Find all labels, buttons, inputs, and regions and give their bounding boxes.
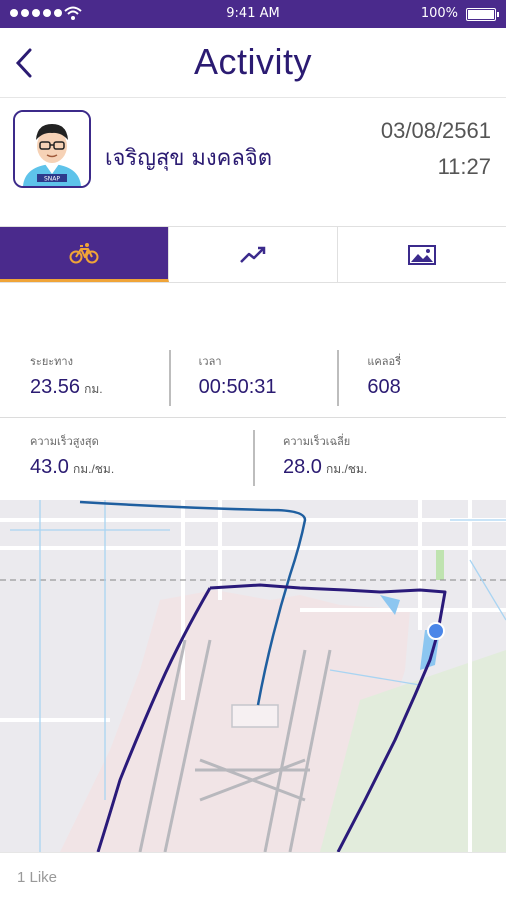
stat-value: 28.0 <box>283 456 322 478</box>
signal-icon <box>10 9 62 17</box>
current-location-marker <box>427 622 445 640</box>
route-map[interactable] <box>0 500 506 852</box>
stat-label: เวลา <box>198 355 222 368</box>
profile-header: SNAP เจริญสุข มงคลจิต 03/08/2561 11:27 <box>0 98 506 226</box>
stat-avg-speed: ความเร็วเฉลี่ย 28.0 กม./ชม. <box>253 420 506 500</box>
stat-unit: กม. <box>84 382 103 396</box>
avatar[interactable]: SNAP <box>13 110 91 188</box>
wifi-icon <box>64 6 82 20</box>
stat-label: แคลอรี่ <box>367 355 402 368</box>
activity-time: 11:27 <box>437 154 491 179</box>
stat-duration: เวลา 00:50:31 <box>168 340 338 417</box>
tab-ride[interactable] <box>0 227 169 282</box>
stat-value: 608 <box>367 376 401 398</box>
battery-icon <box>466 8 499 21</box>
stat-value: 43.0 <box>30 456 69 478</box>
chevron-left-icon[interactable] <box>10 46 40 80</box>
tab-chart[interactable] <box>169 227 338 282</box>
map-canvas <box>0 500 506 852</box>
stat-distance: ระยะทาง 23.56 กม. <box>0 340 169 417</box>
stat-label: ความเร็วเฉลี่ย <box>283 435 351 448</box>
tab-photos[interactable] <box>338 227 506 282</box>
like-count[interactable]: 1 Like <box>17 869 58 886</box>
status-bar: 9:41 AM 100% <box>0 0 506 28</box>
stat-unit: กม./ชม. <box>72 462 115 476</box>
footer-bar: 1 Like <box>0 852 506 900</box>
activity-tabs <box>0 226 506 283</box>
stat-calories: แคลอรี่ 608 <box>337 340 506 417</box>
image-icon <box>408 244 436 265</box>
user-name: เจริญสุข มงคลจิต <box>105 146 273 171</box>
stat-label: ระยะทาง <box>30 355 73 368</box>
stats-row-speed: ความเร็วสูงสุด 43.0 กม./ชม. ความเร็วเฉลี่… <box>0 420 506 500</box>
stat-max-speed: ความเร็วสูงสุด 43.0 กม./ชม. <box>0 420 253 500</box>
stat-value: 23.56 <box>30 376 81 398</box>
navigation-bar: Activity <box>0 28 506 98</box>
stats-row-primary: ระยะทาง 23.56 กม. เวลา 00:50:31 แคลอรี่ 6… <box>0 340 506 418</box>
stat-label: ความเร็วสูงสุด <box>30 435 99 448</box>
status-time: 9:41 AM <box>226 6 280 21</box>
battery-percent: 100% <box>420 6 458 21</box>
page-title: Activity <box>193 41 312 82</box>
avatar-illustration: SNAP <box>15 112 89 186</box>
stat-value: 00:50:31 <box>198 376 277 398</box>
avatar-badge-text: SNAP <box>44 176 60 183</box>
activity-date: 03/08/2561 <box>380 118 491 143</box>
bicycle-icon <box>69 243 99 264</box>
trend-chart-icon <box>240 246 266 263</box>
stat-unit: กม./ชม. <box>325 462 368 476</box>
